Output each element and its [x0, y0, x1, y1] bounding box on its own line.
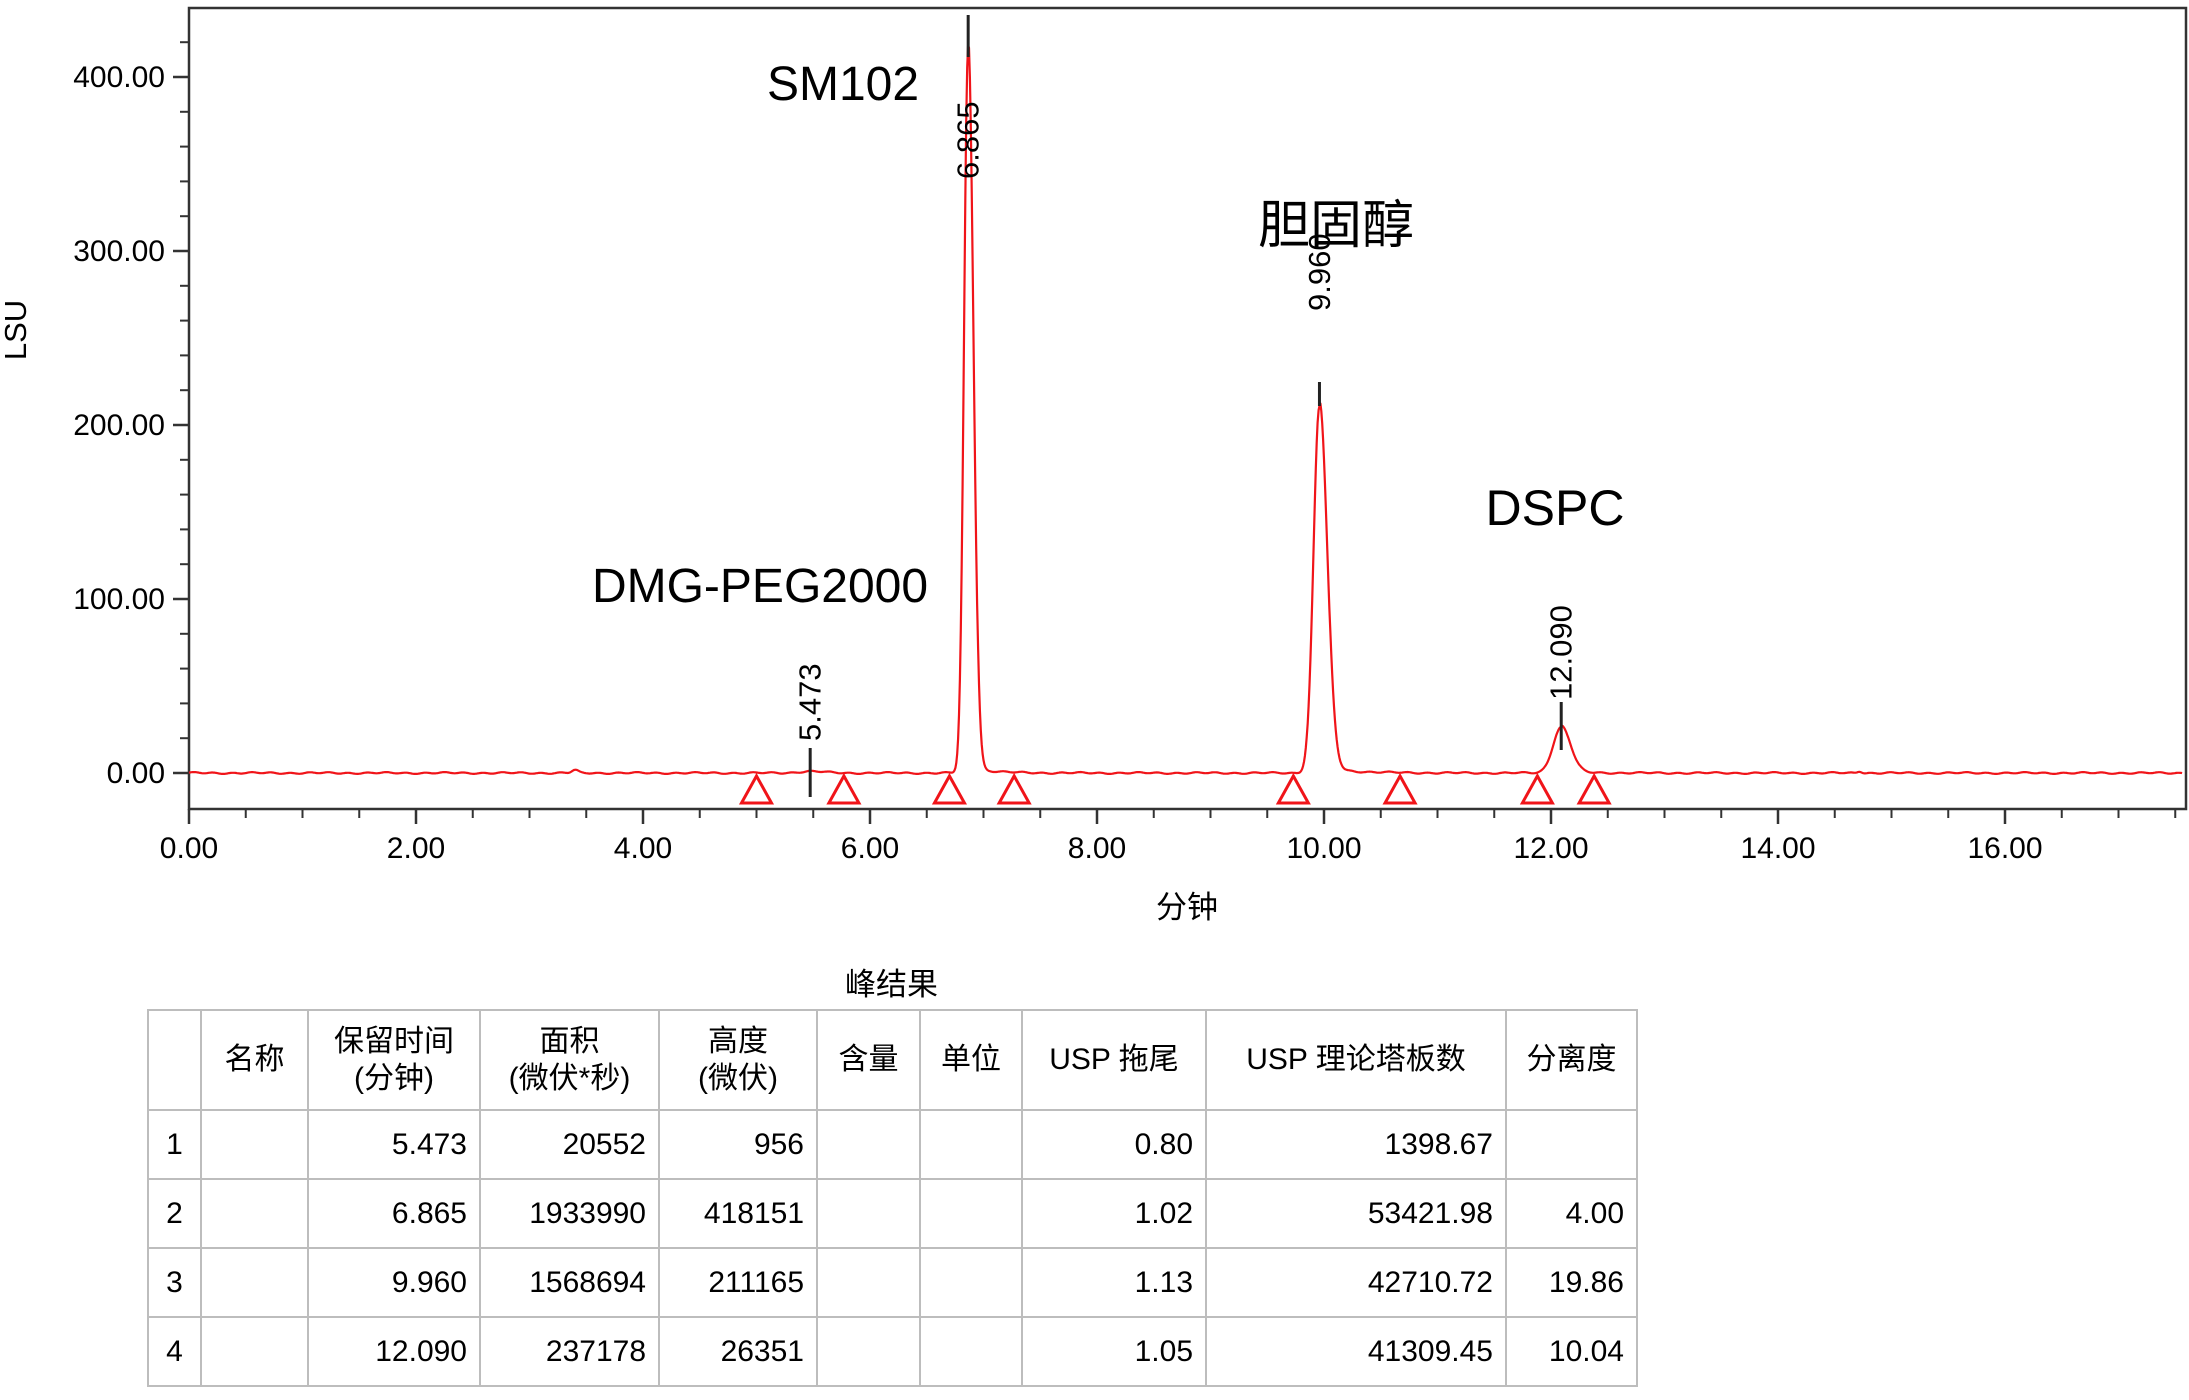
table-cell: 53421.98 — [1205, 1178, 1507, 1249]
peak-name-label: DSPC — [1486, 480, 1625, 536]
table-cell: 237178 — [479, 1316, 660, 1387]
table-cell — [919, 1247, 1023, 1318]
table-row: 2 6.865 1933990 418151 1.02 53421.98 4.00 — [147, 1178, 1638, 1249]
table-cell: 41309.45 — [1205, 1316, 1507, 1387]
table-header-cell: 保留时间 (分钟) — [307, 1009, 481, 1111]
table-cell: 1.05 — [1021, 1316, 1207, 1387]
table-cell — [816, 1247, 921, 1318]
peak-name-label: DMG-PEG2000 — [592, 560, 928, 613]
table-cell: 0.80 — [1021, 1109, 1207, 1180]
table-cell: 10.04 — [1505, 1316, 1638, 1387]
x-tick-label: 2.00 — [387, 832, 445, 865]
y-axis-title: LSU — [0, 300, 33, 360]
table-cell: 1398.67 — [1205, 1109, 1507, 1180]
table-cell — [200, 1316, 309, 1387]
table-cell: 1933990 — [479, 1178, 660, 1249]
peak-rt-label: 5.473 — [793, 663, 828, 741]
table-cell — [1505, 1109, 1638, 1180]
x-tick-label: 0.00 — [160, 832, 218, 865]
chromatogram-svg: 0.00 2.00 4.00 6.00 8.00 10.00 12.00 14.00 16.00… — [0, 6, 2188, 925]
y-tick-label: 100.00 — [73, 583, 165, 616]
table-cell — [200, 1178, 309, 1249]
x-tick-label: 14.00 — [1740, 832, 1815, 865]
table-header-cell: 面积 (微伏*秒) — [479, 1009, 660, 1111]
y-tick-label: 300.00 — [73, 235, 165, 268]
table-cell: 4 — [147, 1316, 202, 1387]
table-cell — [919, 1178, 1023, 1249]
integration-marker-triangle — [1275, 772, 1311, 805]
table-row: 3 9.960 1568694 211165 1.13 42710.72 19.86 — [147, 1247, 1638, 1318]
table-header-cell: USP 拖尾 — [1021, 1009, 1207, 1111]
table-cell: 26351 — [658, 1316, 818, 1387]
peak-name-label: 胆固醇 — [1258, 197, 1414, 255]
peak-rt-label: 9.960 — [1302, 233, 1337, 311]
table-header-cell: 单位 — [919, 1009, 1023, 1111]
table-header-cell — [147, 1009, 202, 1111]
table-cell: 2 — [147, 1178, 202, 1249]
table-cell: 1 — [147, 1109, 202, 1180]
table-cell: 3 — [147, 1247, 202, 1318]
x-tick-label: 8.00 — [1068, 832, 1126, 865]
x-tick-label: 4.00 — [614, 832, 672, 865]
table-cell: 12.090 — [307, 1316, 481, 1387]
table-cell — [816, 1109, 921, 1180]
integration-marker-triangle — [738, 772, 775, 805]
x-tick-label: 16.00 — [1967, 832, 2042, 865]
table-cell: 956 — [658, 1109, 818, 1180]
table-cell: 4.00 — [1505, 1178, 1638, 1249]
integration-marker-triangle — [931, 772, 967, 805]
table-cell — [816, 1178, 921, 1249]
integration-marker-triangle — [996, 772, 1032, 805]
integration-marker-triangle — [1576, 772, 1612, 805]
y-tick-label: 400.00 — [73, 61, 165, 94]
y-tick-label: 200.00 — [73, 409, 165, 442]
x-axis-title: 分钟 — [1156, 890, 1218, 925]
table-cell: 1568694 — [479, 1247, 660, 1318]
chromatogram-trace — [188, 44, 2183, 775]
table-row: 1 5.473 20552 956 0.80 1398.67 — [147, 1109, 1638, 1180]
table-cell: 20552 — [479, 1109, 660, 1180]
table-header-cell: 名称 — [200, 1009, 309, 1111]
x-tick-label: 10.00 — [1286, 832, 1361, 865]
integration-marker-triangle — [1519, 772, 1555, 805]
integration-marker-triangle — [1382, 772, 1418, 805]
integration-marker-triangle — [826, 772, 862, 805]
table-header-cell: 分离度 — [1505, 1009, 1638, 1111]
table-cell: 5.473 — [307, 1109, 481, 1180]
table-cell: 6.865 — [307, 1178, 481, 1249]
table-cell: 211165 — [658, 1247, 818, 1318]
peak-rt-label: 12.090 — [1544, 605, 1579, 700]
x-tick-label: 12.00 — [1513, 832, 1588, 865]
table-cell: 42710.72 — [1205, 1247, 1507, 1318]
table-cell: 9.960 — [307, 1247, 481, 1318]
table-cell — [919, 1316, 1023, 1387]
table-header-row: 名称 保留时间 (分钟) 面积 (微伏*秒) 高度 (微伏) 含量 单位 USP 拖尾 USP… — [147, 1009, 1638, 1111]
peak-results-title: 峰结果 — [845, 967, 938, 1002]
peak-name-label: SM102 — [767, 58, 919, 111]
table-header-cell: 含量 — [816, 1009, 921, 1111]
table-header-cell: USP 理论塔板数 — [1205, 1009, 1507, 1111]
table-cell: 418151 — [658, 1178, 818, 1249]
plot-border — [187, 6, 2188, 811]
x-tick-label: 6.00 — [841, 832, 899, 865]
peak-results-section: 峰结果 名称 保留时间 (分钟) 面积 (微伏*秒) 高度 (微伏) 含量 单位 USP 拖… — [147, 963, 1638, 1387]
peak-results-table: 名称 保留时间 (分钟) 面积 (微伏*秒) 高度 (微伏) 含量 单位 USP 拖尾 USP… — [147, 1009, 1638, 1387]
table-body: 1 5.473 20552 956 0.80 1398.67 2 6.865 1933990 41… — [147, 1109, 1638, 1387]
y-tick-label: 0.00 — [107, 757, 165, 790]
table-cell — [200, 1247, 309, 1318]
peak-rt-label: 6.865 — [951, 101, 986, 179]
table-cell: 1.02 — [1021, 1178, 1207, 1249]
table-header-cell: 高度 (微伏) — [658, 1009, 818, 1111]
chromatogram-chart: 0.00 2.00 4.00 6.00 8.00 10.00 12.00 14.00 16.00… — [0, 6, 2188, 925]
table-cell — [919, 1109, 1023, 1180]
table-cell — [200, 1109, 309, 1180]
table-cell — [816, 1316, 921, 1387]
table-row: 4 12.090 237178 26351 1.05 41309.45 10.04 — [147, 1316, 1638, 1387]
table-cell: 1.13 — [1021, 1247, 1207, 1318]
table-cell: 19.86 — [1505, 1247, 1638, 1318]
